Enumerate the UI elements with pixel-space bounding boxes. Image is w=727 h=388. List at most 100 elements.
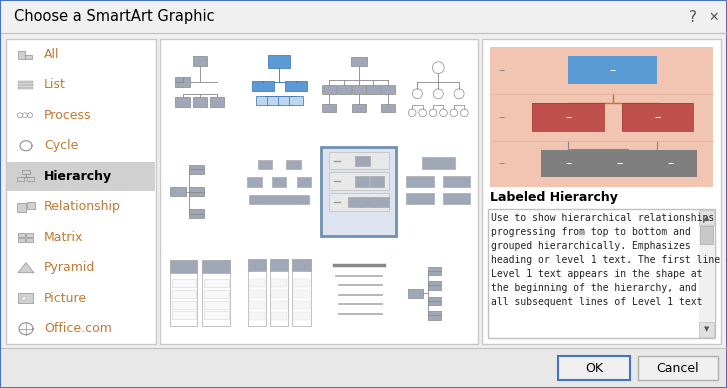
- Bar: [329, 152, 389, 169]
- Bar: [366, 85, 380, 94]
- Bar: [256, 95, 270, 104]
- Bar: [322, 104, 337, 112]
- Bar: [270, 259, 289, 271]
- Bar: [381, 85, 395, 94]
- Bar: [490, 47, 713, 187]
- Bar: [356, 156, 370, 166]
- Bar: [172, 279, 196, 287]
- Circle shape: [429, 109, 437, 117]
- Bar: [193, 97, 207, 107]
- Bar: [210, 97, 224, 107]
- Polygon shape: [18, 263, 34, 273]
- Bar: [27, 202, 35, 209]
- Bar: [7, 162, 155, 191]
- Bar: [427, 281, 441, 289]
- Bar: [293, 290, 310, 298]
- Bar: [1, 1, 726, 33]
- Bar: [258, 160, 272, 169]
- Text: –: –: [609, 64, 616, 77]
- Bar: [272, 177, 286, 187]
- Bar: [18, 81, 33, 83]
- Circle shape: [412, 89, 422, 99]
- Bar: [422, 157, 454, 169]
- Bar: [172, 290, 196, 298]
- Bar: [622, 103, 693, 131]
- Bar: [644, 151, 697, 177]
- Bar: [593, 151, 646, 177]
- Bar: [22, 170, 30, 174]
- Bar: [699, 210, 714, 225]
- Bar: [532, 103, 603, 131]
- Circle shape: [419, 109, 427, 117]
- Bar: [202, 260, 230, 326]
- Bar: [18, 238, 25, 242]
- Circle shape: [22, 296, 26, 300]
- Bar: [25, 55, 32, 59]
- Bar: [249, 279, 265, 287]
- Text: ▲: ▲: [704, 215, 709, 221]
- Text: Picture: Picture: [44, 292, 87, 305]
- Bar: [286, 160, 301, 169]
- Circle shape: [450, 109, 458, 117]
- Bar: [700, 226, 713, 244]
- Text: –: –: [616, 158, 622, 170]
- Text: Labeled Hierarchy: Labeled Hierarchy: [490, 191, 618, 204]
- Bar: [267, 95, 281, 104]
- Text: –: –: [499, 158, 505, 170]
- Text: ✕: ✕: [709, 10, 719, 24]
- Bar: [427, 297, 441, 305]
- Bar: [271, 301, 287, 309]
- Bar: [249, 290, 265, 298]
- Text: –: –: [499, 64, 505, 77]
- Bar: [252, 81, 274, 92]
- Text: List: List: [44, 78, 66, 91]
- Text: Process: Process: [44, 109, 92, 122]
- Bar: [443, 193, 470, 204]
- Bar: [202, 260, 230, 272]
- Text: Cycle: Cycle: [44, 139, 79, 152]
- Bar: [1, 348, 726, 387]
- Bar: [482, 39, 721, 344]
- Circle shape: [409, 109, 416, 117]
- Bar: [172, 312, 196, 319]
- Bar: [355, 177, 369, 187]
- Bar: [297, 177, 311, 187]
- Bar: [26, 238, 33, 242]
- Bar: [406, 193, 434, 204]
- Bar: [558, 356, 630, 380]
- Bar: [204, 290, 229, 298]
- Circle shape: [454, 89, 464, 99]
- Bar: [170, 260, 197, 272]
- Bar: [271, 312, 287, 320]
- Bar: [348, 197, 363, 207]
- Bar: [204, 312, 229, 319]
- Bar: [352, 104, 366, 112]
- Bar: [17, 203, 26, 212]
- Bar: [248, 259, 266, 326]
- Bar: [568, 56, 657, 85]
- Text: –: –: [565, 111, 571, 124]
- Bar: [193, 56, 207, 66]
- Bar: [321, 147, 396, 236]
- Bar: [270, 259, 289, 326]
- Bar: [175, 97, 190, 107]
- Bar: [17, 177, 24, 181]
- Bar: [189, 165, 204, 174]
- Bar: [204, 301, 229, 309]
- Bar: [271, 279, 287, 287]
- Text: Relationship: Relationship: [44, 200, 121, 213]
- Bar: [490, 47, 713, 94]
- Text: ?: ?: [689, 9, 697, 24]
- Bar: [490, 94, 713, 140]
- Bar: [329, 173, 389, 190]
- Bar: [160, 39, 478, 344]
- Bar: [175, 77, 190, 87]
- Bar: [352, 85, 366, 94]
- Bar: [268, 55, 290, 68]
- Bar: [532, 103, 603, 131]
- Text: Use to show hierarchical relationships
progressing from top to bottom and
groupe: Use to show hierarchical relationships p…: [491, 213, 727, 307]
- Bar: [443, 176, 470, 187]
- Bar: [542, 151, 595, 177]
- Bar: [248, 259, 266, 271]
- Bar: [247, 177, 262, 187]
